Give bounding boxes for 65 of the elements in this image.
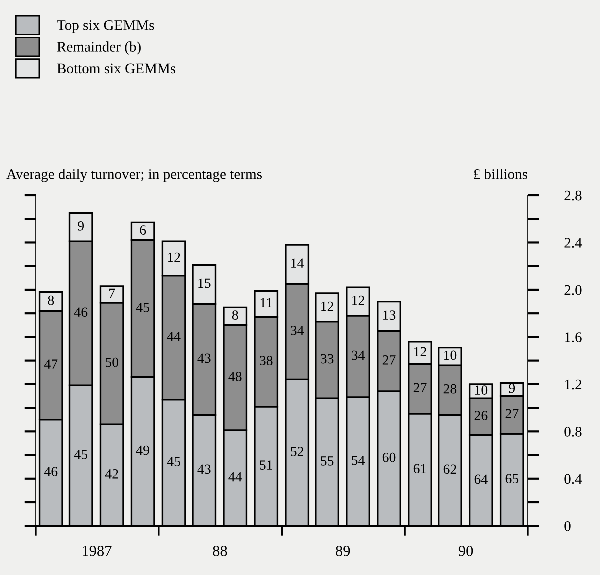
annotation: 33: [321, 354, 334, 364]
annotation: 60: [382, 452, 396, 462]
annotation: 50: [106, 358, 119, 368]
annotation: 9: [78, 222, 84, 231]
chart-title: Average daily turnover; in percentage terms: [6, 169, 262, 182]
annotation: 47: [44, 360, 58, 369]
annotation: 49: [136, 446, 150, 456]
annotation: 51: [260, 460, 272, 470]
annotation: 42: [105, 469, 118, 479]
annotation: 27: [414, 383, 427, 392]
annotation: 28: [444, 384, 457, 394]
y-tick-label: 1.6: [565, 332, 582, 342]
annotation: 6: [140, 226, 146, 235]
annotation: 27: [382, 356, 396, 365]
annotation: 12: [322, 302, 334, 312]
annotation: 34: [291, 326, 304, 336]
annotation: 8: [232, 310, 238, 320]
annotation: 46: [74, 308, 88, 318]
annotation: 44: [228, 472, 242, 482]
x-tick-label: 90: [458, 546, 474, 556]
annotation: 54: [352, 456, 366, 466]
annotation: 38: [260, 356, 273, 366]
legend-label: Bottom six GEMMs: [57, 64, 176, 74]
annotation: 12: [352, 296, 364, 306]
y-tick-label: 0: [564, 521, 571, 532]
annotation: 45: [167, 457, 180, 466]
annotation: 26: [474, 411, 488, 420]
x-tick-label: 1987: [83, 546, 112, 556]
annotation: 48: [228, 372, 242, 382]
y-tick-label: 2.0: [564, 285, 582, 296]
annotation: 52: [291, 447, 304, 456]
annotation: 7: [110, 288, 116, 298]
annotation: 64: [474, 474, 488, 484]
y-tick-label: 0.4: [564, 474, 582, 484]
y-axis-title: £ billions: [474, 169, 528, 180]
annotation: 12: [414, 347, 426, 356]
x-tick-label: 88: [213, 546, 228, 556]
annotation: 61: [414, 464, 426, 474]
annotation: 46: [44, 467, 58, 476]
annotation: 15: [198, 278, 211, 288]
annotation: 45: [136, 303, 150, 312]
legend-label: Remainder (b): [57, 42, 141, 55]
annotation: 43: [198, 464, 211, 474]
annotation: 13: [384, 310, 396, 320]
annotation: 62: [444, 464, 456, 474]
annotation: 11: [260, 298, 272, 308]
x-tick-label: 89: [336, 546, 350, 556]
annotation: 34: [352, 350, 366, 360]
annotation: 65: [506, 474, 519, 484]
annotation: 43: [198, 354, 211, 364]
annotation: 9: [509, 384, 516, 394]
annotation: 12: [168, 252, 180, 262]
legend-label: Top six GEMMs: [57, 20, 154, 34]
annotation: 44: [167, 332, 181, 342]
annotation: 45: [74, 450, 88, 460]
y-tick-label: 0.8: [564, 427, 582, 437]
annotation: 8: [48, 296, 54, 306]
annotation: 10: [475, 386, 488, 395]
annotation: 55: [321, 456, 334, 466]
annotation: 14: [292, 258, 304, 268]
y-tick-label: 1.2: [565, 380, 582, 390]
y-tick-label: 2.8: [564, 190, 582, 201]
annotation: 10: [444, 350, 457, 360]
y-tick-label: 2.4: [564, 238, 582, 248]
annotation: 27: [506, 409, 519, 418]
